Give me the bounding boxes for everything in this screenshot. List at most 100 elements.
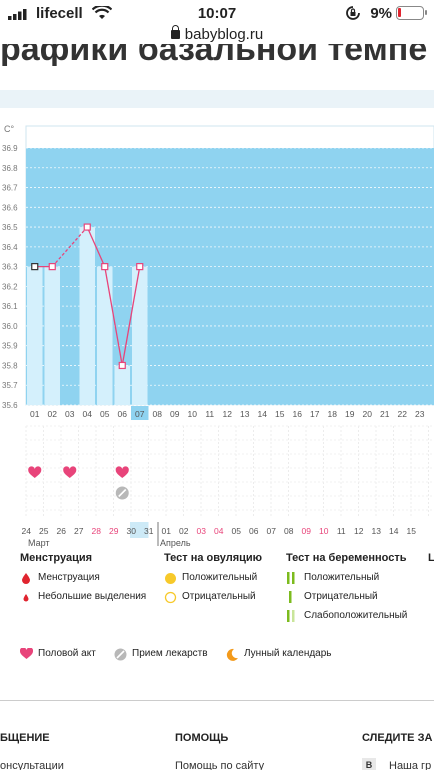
temperature-point <box>48 263 56 271</box>
heart-icon <box>63 466 77 478</box>
cycle-day-label: 14 <box>258 409 268 419</box>
date-label: 15 <box>407 526 417 536</box>
cycle-day-label: 19 <box>345 409 355 419</box>
legend-label: Лунный календарь <box>244 648 332 659</box>
date-label: 13 <box>372 526 382 536</box>
date-label: 31 <box>144 526 154 536</box>
temperature-bar <box>79 227 95 405</box>
temperature-point <box>101 263 109 271</box>
legend-ovulation-item: Отрицательный <box>164 591 262 610</box>
legend-menstruation-title: Менструация <box>20 552 93 564</box>
footer-link-help[interactable]: Помощь по сайту <box>175 760 265 770</box>
legend-menstruation: Менструация Менструация Небольшие выделе… <box>20 552 146 610</box>
date-label: 10 <box>319 526 329 536</box>
current-day-highlight <box>131 406 149 420</box>
temperature-bar <box>114 365 130 405</box>
legend-label: Слабоположительный <box>304 610 408 621</box>
battery-percent: 9% <box>370 5 392 22</box>
carrier-name: lifecell <box>36 5 83 22</box>
legend-label: Небольшие выделения <box>38 591 147 602</box>
legend-pregnancy-item: Слабоположительный <box>286 610 407 629</box>
date-label: 03 <box>197 526 207 536</box>
y-tick-label: 35.7 <box>2 381 18 390</box>
date-label: 25 <box>39 526 49 536</box>
legend-cut-column: L <box>428 552 434 572</box>
legend-label: Отрицательный <box>304 591 378 602</box>
legend-ovulation: Тест на овуляцию Положительный Отрицател… <box>164 552 262 610</box>
y-tick-label: 36.0 <box>2 322 18 331</box>
temperature-line-segment <box>104 266 123 366</box>
month-label: Март <box>28 538 50 548</box>
date-label: 11 <box>337 526 346 536</box>
date-label: 05 <box>232 526 242 536</box>
small-drop-icon <box>23 594 29 602</box>
legend-label: Прием лекарств <box>132 648 208 659</box>
temperature-line-segment <box>51 226 88 268</box>
selected-date-highlight <box>130 522 149 538</box>
status-bar: lifecell 10:07 9% <box>0 0 434 26</box>
legend-intercourse: Половой акт <box>20 648 96 667</box>
date-label: 02 <box>179 526 189 536</box>
legend-moon[interactable]: Лунный календарь <box>226 648 332 667</box>
cycle-day-label: 17 <box>310 409 320 419</box>
legend-label: Отрицательный <box>182 591 256 602</box>
legend-label: Положительный <box>304 572 380 583</box>
footer-follow-title: СЛЕДИТЕ ЗА Н <box>362 732 434 744</box>
date-label: 28 <box>92 526 102 536</box>
footer-link-consultations[interactable]: онсультации <box>0 760 64 770</box>
date-label: 08 <box>284 526 294 536</box>
date-label: 27 <box>74 526 84 536</box>
cycle-day-label: 10 <box>188 409 198 419</box>
chart-legend: Менструация Менструация Небольшие выделе… <box>0 552 434 672</box>
pill-icon-stroke <box>118 488 127 498</box>
y-tick-label: 36.6 <box>2 203 18 212</box>
legend-ovulation-item: Положительный <box>164 572 262 591</box>
divider <box>0 700 434 701</box>
pill-icon <box>114 648 127 661</box>
double-line-icon <box>287 572 295 584</box>
vk-icon[interactable]: B <box>362 758 376 770</box>
date-label: 26 <box>57 526 67 536</box>
bbt-chart-svg: C° 36.9 36.8 36.7 36.6 36.5 36.4 36.3 36.2 36.1 36… <box>2 124 434 548</box>
date-label: 09 <box>302 526 312 536</box>
single-line-icon <box>289 591 292 603</box>
y-tick-label: 36.4 <box>2 243 18 252</box>
date-label: 01 <box>162 526 172 536</box>
y-tick-label: 35.9 <box>2 342 18 351</box>
url-text: babyblog.ru <box>184 26 264 43</box>
legend-ovulation-title: Тест на овуляцию <box>164 552 263 564</box>
heart-icon <box>28 466 42 478</box>
temperature-line-segment <box>121 266 141 366</box>
temperature-line-segment <box>86 226 106 267</box>
cycle-day-label: 16 <box>293 409 303 419</box>
temperature-point <box>83 223 91 231</box>
cycle-day-label: 05 <box>100 409 110 419</box>
empty-circle-icon <box>164 591 177 604</box>
temperature-point <box>118 361 126 370</box>
cycle-day-label: 04 <box>83 409 93 419</box>
date-label: 06 <box>249 526 259 536</box>
faint-line-icon <box>287 610 295 622</box>
cycle-day-label: 12 <box>223 409 233 419</box>
temperature-point <box>136 263 144 271</box>
cycle-day-label: 18 <box>328 409 338 419</box>
chart-header-band <box>0 90 434 108</box>
heart-icon <box>115 466 129 478</box>
address-bar[interactable]: babyblog.ru <box>0 25 434 46</box>
wifi-icon <box>92 6 112 19</box>
cycle-day-label: 03 <box>65 409 75 419</box>
cycle-day-label: 02 <box>48 409 58 419</box>
cycle-day-label: 11 <box>205 409 214 419</box>
footer-link-group[interactable]: Наша гр <box>389 760 432 770</box>
page-title: рафики базальной темпе <box>0 30 428 66</box>
cycle-day-label: 01 <box>30 409 40 419</box>
date-label: 07 <box>267 526 277 536</box>
y-tick-label: 36.3 <box>2 263 18 272</box>
footer: БЩЕНИЕ онсультации ПОМОЩЬ Помощь по сайт… <box>0 728 434 770</box>
y-tick-label: 35.8 <box>2 361 18 370</box>
y-tick-label: 36.2 <box>2 282 18 291</box>
y-tick-label: 36.7 <box>2 184 18 193</box>
y-tick-label: 36.1 <box>2 302 18 311</box>
footer-help-title: ПОМОЩЬ <box>175 732 229 744</box>
date-label: 30 <box>127 526 137 536</box>
